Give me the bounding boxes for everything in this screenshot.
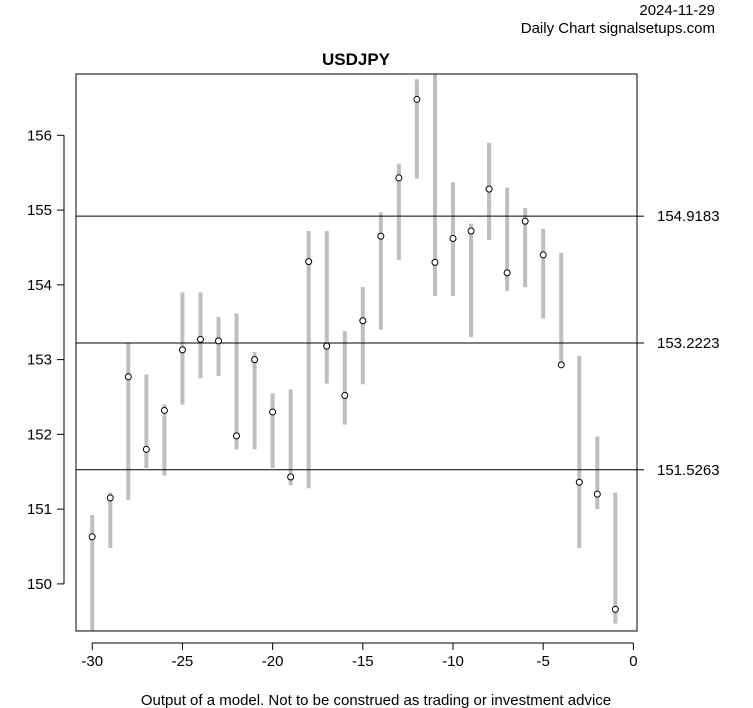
x-tick-label: -15 [352,653,374,670]
data-point [485,185,493,193]
chart-source: Daily Chart signalsetups.com [520,20,715,37]
x-tick-label: -30 [81,653,103,670]
chart-date: 2024-11-29 [639,2,715,19]
data-point [160,406,168,414]
data-point [341,391,349,399]
disclaimer-text: Output of a model. Not to be construed a… [141,692,611,708]
data-point [503,269,511,277]
data-point [178,346,186,354]
data-point [287,473,295,481]
data-point [359,317,367,325]
data-point [431,258,439,266]
y-axis: 150 151 152 153 154 155 156 [27,127,65,593]
data-point [196,335,204,343]
data-point [377,232,385,240]
data-point [251,356,259,364]
y-tick-label: 150 [27,576,52,593]
x-axis: -30 -25 -20 -15 -10 -5 0 [81,642,638,670]
data-point [449,234,457,242]
x-tick-label: -10 [442,653,464,670]
level-lines [76,215,637,471]
level-label: 154.9183 [657,208,720,225]
data-point [413,95,421,103]
y-tick-label: 154 [27,277,52,294]
level-label: 153.2223 [657,335,720,352]
data-point [593,490,601,498]
data-point [521,217,529,225]
data-point [142,445,150,453]
data-point [88,533,96,541]
y-tick-label: 152 [27,426,52,443]
data-point [467,227,475,235]
x-tick-label: -5 [537,653,550,670]
data-point [215,337,223,345]
y-tick-label: 151 [27,501,52,518]
y-tick-label: 156 [27,127,52,144]
y-tick-label: 155 [27,202,52,219]
data-point [539,251,547,259]
level-labels: 154.9183 153.2223 151.5263 [637,208,720,479]
range-bars [90,74,618,631]
data-point [269,408,277,416]
data-point [106,494,114,502]
data-point [323,342,331,350]
x-tick-label: 0 [629,653,637,670]
data-point [233,432,241,440]
data-point [557,361,565,369]
plot-frame [75,73,638,632]
data-point [575,478,583,486]
x-tick-label: -25 [172,653,194,670]
data-points [88,95,619,613]
y-tick-label: 153 [27,352,52,369]
data-point [305,258,313,266]
data-point [395,174,403,182]
chart-title: USDJPY [322,50,391,69]
data-point [124,373,132,381]
data-point [611,605,619,613]
level-label: 151.5263 [657,462,720,479]
x-tick-label: -20 [262,653,284,670]
